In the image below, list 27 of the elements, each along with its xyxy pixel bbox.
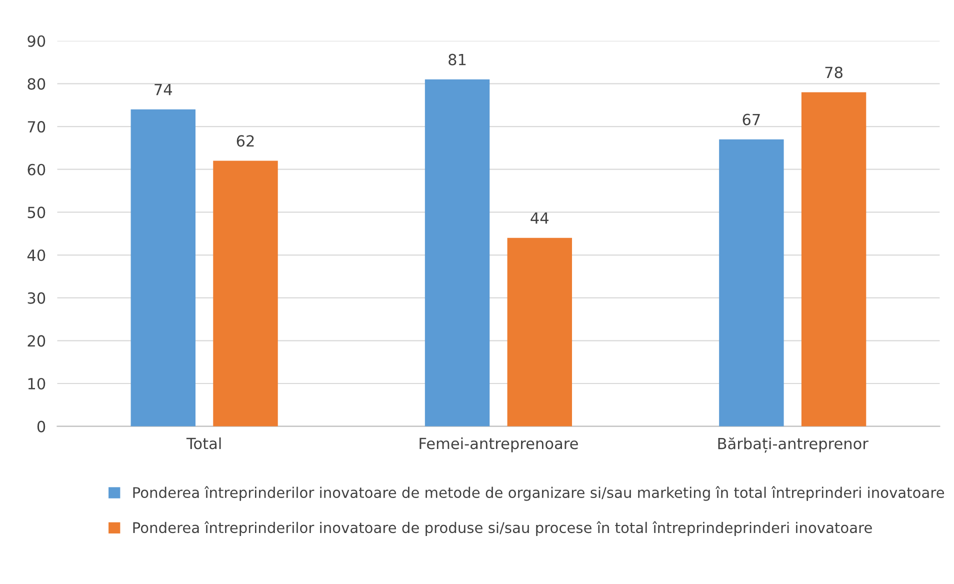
bar — [801, 92, 866, 426]
legend-label: Ponderea întreprinderilor inovatoare de metode de organizare si/sau marketing în total întreprinderi inovatoare — [133, 486, 944, 501]
data-label: 44 — [530, 212, 549, 224]
y-tick-label: 30 — [28, 292, 46, 304]
x-tick-label: Bărbați-antreprenor — [718, 437, 868, 453]
bar — [424, 79, 490, 426]
bar — [130, 109, 196, 426]
y-tick-label: 50 — [28, 206, 46, 218]
y-tick-label: 40 — [27, 249, 46, 262]
y-tick-label: 90 — [28, 35, 46, 47]
x-tick-label: Total — [186, 437, 221, 450]
y-tick-label: 10 — [28, 378, 46, 390]
data-label: 74 — [154, 84, 172, 96]
y-tick-label: 70 — [28, 121, 46, 133]
bar — [507, 238, 572, 426]
bar — [213, 160, 278, 426]
y-tick-label: 80 — [28, 78, 46, 90]
x-tick-label: Femei-antreprenoare — [420, 437, 578, 452]
y-tick-label: 0 — [37, 420, 46, 432]
legend-label: Ponderea întreprinderilor inovatoare de produse si/sau procese în total întreprindeprinderi inovatoare — [133, 521, 872, 536]
data-label: 62 — [236, 135, 254, 147]
y-tick-label: 20 — [28, 335, 46, 347]
data-label: 67 — [742, 114, 760, 126]
data-label: 81 — [448, 54, 466, 66]
data-label: 78 — [825, 66, 842, 78]
y-tick-label: 60 — [28, 164, 46, 176]
bar — [719, 139, 784, 426]
